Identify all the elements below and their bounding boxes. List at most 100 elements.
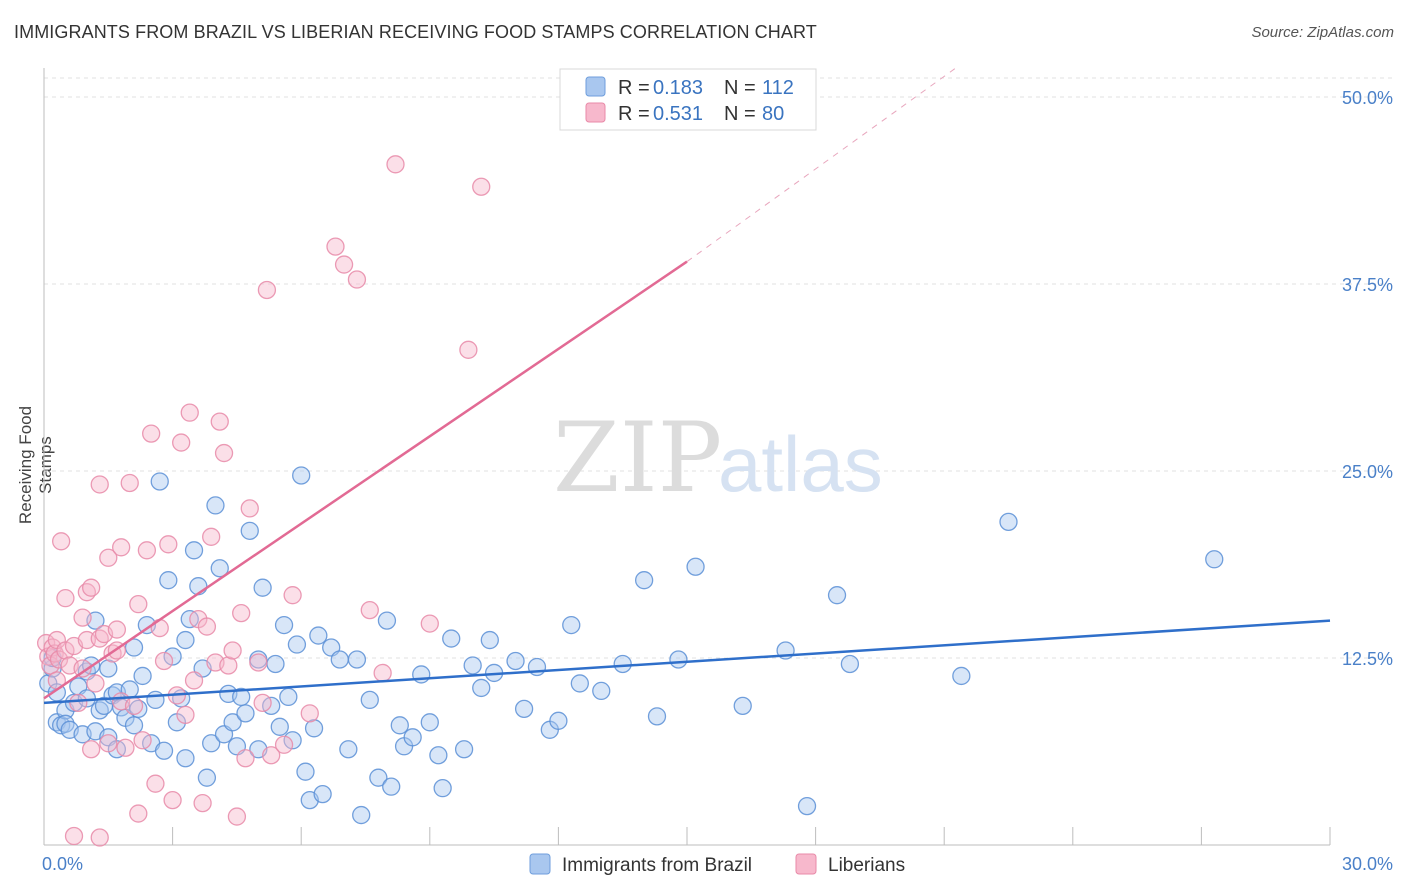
- point-brazil-102: [592, 681, 611, 701]
- legend-n-label-liberians: N =: [724, 103, 756, 125]
- trend-line-brazil: [43, 619, 1331, 705]
- legend-bottom: Immigrants from Brazil Liberians: [529, 853, 905, 876]
- point-liberians-41: [159, 535, 178, 554]
- chart-source: Source: ZipAtlas.com: [1251, 24, 1394, 41]
- point-liberians-62: [253, 693, 272, 713]
- point-brazil-112: [840, 654, 860, 674]
- legend-bottom-label-brazil: Immigrants from Brazil: [562, 855, 752, 876]
- point-brazil-110: [797, 796, 817, 816]
- point-brazil-88: [433, 779, 452, 798]
- point-brazil-68: [296, 762, 315, 781]
- point-brazil-46: [197, 768, 217, 787]
- point-liberians-73: [386, 155, 405, 174]
- point-brazil-115: [1205, 550, 1224, 569]
- point-liberians-64: [262, 746, 281, 765]
- point-brazil-87: [429, 746, 448, 765]
- point-brazil-47: [202, 734, 221, 753]
- point-liberians-63: [257, 280, 277, 300]
- point-brazil-77: [352, 805, 371, 825]
- point-brazil-55: [236, 704, 255, 723]
- point-liberians-74: [420, 614, 439, 633]
- point-liberians-50: [197, 617, 217, 636]
- point-brazil-72: [313, 784, 332, 804]
- point-liberians-54: [214, 443, 234, 463]
- point-brazil-40: [176, 630, 195, 650]
- trend-line-liberians-extension: [686, 66, 958, 262]
- watermark-right: atlas: [718, 420, 883, 508]
- point-liberians-23: [99, 548, 118, 567]
- point-liberians-34: [129, 804, 148, 823]
- point-liberians-67: [300, 704, 319, 723]
- point-brazil-36: [159, 571, 178, 590]
- point-brazil-78: [360, 690, 379, 710]
- point-brazil-96: [514, 699, 534, 719]
- watermark-left: ZIP: [553, 402, 722, 514]
- point-brazil-92: [472, 678, 491, 698]
- point-brazil-59: [253, 578, 272, 597]
- point-liberians-37: [142, 424, 161, 443]
- point-brazil-103: [613, 654, 632, 674]
- point-liberians-47: [184, 671, 204, 690]
- point-brazil-85: [412, 665, 431, 684]
- point-liberians-42: [163, 790, 182, 810]
- chart-title: IMMIGRANTS FROM BRAZIL VS LIBERIAN RECEI…: [14, 22, 817, 42]
- point-liberians-78: [90, 828, 109, 847]
- point-liberians-12: [69, 693, 88, 713]
- point-brazil-43: [184, 541, 204, 560]
- point-brazil-74: [330, 650, 349, 669]
- y-tick-label-3: 50.0%: [1342, 88, 1393, 108]
- point-liberians-59: [236, 749, 255, 768]
- legend-bottom-swatch-brazil: [529, 853, 551, 875]
- y-tick-label-0: 12.5%: [1342, 649, 1393, 669]
- x-tick-label-0: 0.0%: [42, 854, 83, 874]
- point-liberians-21: [90, 475, 109, 494]
- point-liberians-75: [459, 340, 478, 359]
- point-liberians-53: [210, 412, 229, 431]
- point-liberians-28: [112, 538, 131, 557]
- point-brazil-106: [669, 650, 688, 669]
- point-brazil-95: [506, 651, 525, 671]
- point-liberians-58: [232, 603, 251, 623]
- point-brazil-89: [442, 629, 461, 648]
- point-brazil-37: [163, 647, 182, 666]
- point-liberians-44: [172, 433, 191, 452]
- point-brazil-34: [150, 472, 169, 491]
- point-brazil-56: [240, 521, 259, 540]
- point-liberians-38: [146, 774, 165, 793]
- point-liberians-68: [326, 237, 345, 256]
- point-liberians-8: [56, 641, 75, 660]
- y-tick-label-1: 25.0%: [1342, 462, 1393, 482]
- point-brazil-108: [733, 696, 752, 716]
- trend-line-liberians: [43, 260, 688, 700]
- point-brazil-70: [304, 719, 324, 738]
- point-liberians-72: [373, 663, 392, 683]
- legend-swatch-brazil: [585, 76, 606, 97]
- point-brazil-71: [309, 626, 328, 645]
- point-liberians-57: [227, 807, 247, 826]
- point-liberians-19: [86, 674, 105, 693]
- point-brazil-64: [279, 687, 298, 707]
- point-brazil-33: [146, 690, 165, 710]
- point-brazil-113: [952, 666, 971, 686]
- point-liberians-18: [82, 578, 101, 597]
- point-brazil-91: [463, 656, 482, 675]
- point-liberians-30: [116, 738, 135, 757]
- point-liberians-49: [193, 793, 212, 813]
- point-liberians-46: [180, 403, 199, 422]
- point-liberians-55: [219, 656, 238, 675]
- point-brazil-28: [124, 716, 144, 735]
- point-liberians-36: [137, 541, 157, 560]
- point-brazil-63: [274, 615, 294, 635]
- legend-n-value-brazil: 112: [762, 77, 794, 99]
- point-brazil-49: [210, 559, 229, 578]
- point-brazil-65: [283, 731, 302, 750]
- point-liberians-45: [176, 705, 195, 724]
- point-liberians-65: [274, 735, 294, 754]
- point-liberians-24: [99, 734, 118, 753]
- legend-n-label-brazil: N =: [724, 77, 756, 99]
- point-brazil-80: [377, 611, 397, 630]
- trend-lines: [43, 66, 1331, 705]
- legend-bottom-label-liberians: Liberians: [828, 855, 905, 876]
- point-brazil-81: [382, 777, 401, 796]
